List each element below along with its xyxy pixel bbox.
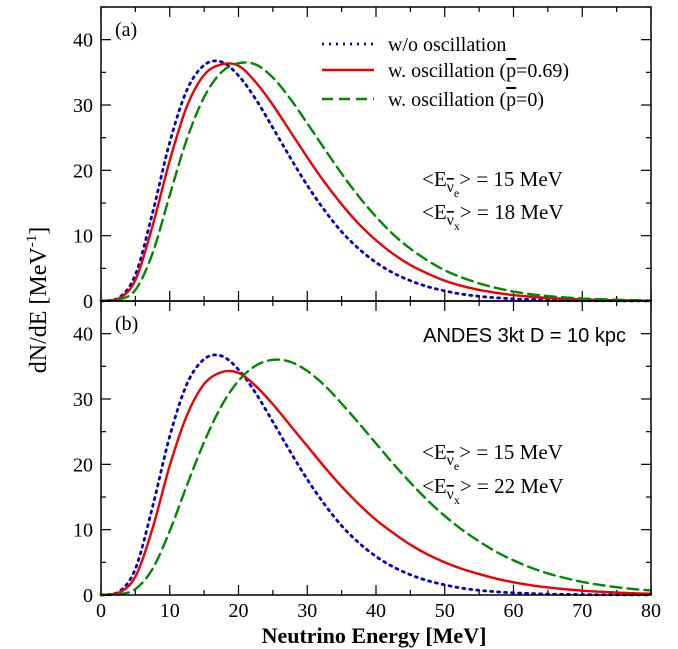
y-tick-label-b: 40: [73, 324, 93, 346]
legend: w/o oscillation w. oscillation (p=0.69) …: [322, 34, 569, 111]
y-tick-label-a: 40: [73, 30, 93, 52]
y-tick-label-a: 0: [83, 291, 93, 313]
panel-b: 0 10 20 30 40 0 10 20 30 40 50 60 70 80 (b) ANDES 3kt…: [73, 300, 661, 622]
y-tick-label-a: 10: [73, 226, 93, 248]
x-tick-label: 0: [96, 600, 106, 622]
y-tick-label-a: 20: [73, 160, 93, 182]
x-tick-label: 80: [641, 600, 661, 622]
legend-label-p069: w. oscillation (p=0.69): [388, 60, 569, 82]
y-tick-label-b: 30: [73, 389, 93, 411]
y-tick-label-b: 20: [73, 454, 93, 476]
series-layer-b: [99, 353, 653, 597]
series-line-p0-a: [99, 61, 653, 303]
series-line-p0-b: [99, 358, 653, 597]
mean-energy-x-b: <Eνx> = 22 MeV: [422, 474, 564, 507]
y-tick-label-b: 0: [83, 585, 93, 607]
mean-energy-e-b: <Eνe> = 15 MeV: [422, 440, 563, 473]
series-line-wo-b: [99, 353, 653, 597]
x-tick-label: 60: [504, 600, 524, 622]
panel-a-label: (a): [115, 19, 137, 41]
x-tick-label: 70: [572, 600, 592, 622]
panel-a-frame: [100, 6, 652, 302]
panel-b-frame: [100, 300, 652, 596]
legend-item-p069: w. oscillation (p=0.69): [322, 60, 569, 82]
panel-b-title: ANDES 3kt D = 10 kpc: [423, 325, 626, 347]
series-line-p069-a: [99, 62, 653, 303]
y-tick-label-b: 10: [73, 520, 93, 542]
series-line-p069-b: [99, 369, 653, 597]
legend-label-p0: w. oscillation (p=0): [388, 89, 544, 111]
panel-a: 0 10 20 30 40 (a) w/o oscillation w. oscilla…: [73, 6, 653, 313]
panel-b-label: (b): [115, 313, 138, 335]
mean-energy-e-a: <Eνe> = 15 MeV: [422, 167, 563, 200]
legend-label-wo: w/o oscillation: [388, 34, 506, 56]
series-layer-a: [99, 59, 653, 303]
y-axis-label: dN/dE [MeV-1]: [24, 227, 52, 373]
x-tick-label: 50: [435, 600, 455, 622]
x-tick-label: 10: [160, 600, 180, 622]
x-tick-label: 40: [366, 600, 386, 622]
legend-item-p0: w. oscillation (p=0): [322, 89, 544, 111]
x-tick-label: 20: [229, 600, 249, 622]
x-axis-label: Neutrino Energy [MeV]: [262, 623, 487, 648]
series-line-wo-a: [99, 59, 653, 303]
legend-item-wo: w/o oscillation: [322, 34, 506, 56]
y-tick-label-a: 30: [73, 95, 93, 117]
x-tick-label: 30: [297, 600, 317, 622]
mean-energy-x-a: <Eνx> = 18 MeV: [422, 200, 564, 233]
